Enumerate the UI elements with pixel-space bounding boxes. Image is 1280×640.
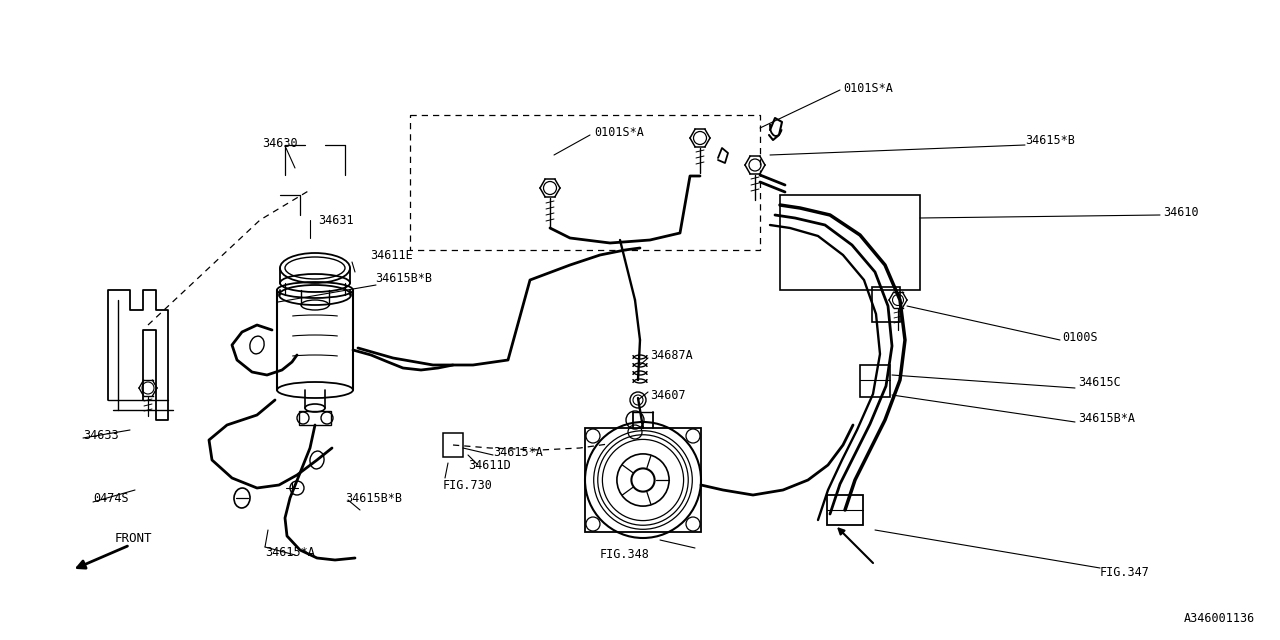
Text: 34633: 34633: [83, 429, 119, 442]
Text: FIG.730: FIG.730: [443, 479, 493, 492]
Text: 34615B*B: 34615B*B: [375, 271, 433, 285]
Text: FIG.348: FIG.348: [600, 548, 650, 561]
Text: 34615C: 34615C: [1078, 376, 1121, 388]
Text: 34615*A: 34615*A: [265, 547, 315, 559]
Text: 34630: 34630: [262, 136, 298, 150]
Text: FIG.347: FIG.347: [1100, 566, 1149, 579]
Bar: [827, 495, 863, 525]
Text: 34687A: 34687A: [650, 349, 692, 362]
Text: 34615*B: 34615*B: [1025, 134, 1075, 147]
Text: 0474S: 0474S: [93, 492, 128, 504]
Text: 0101S*A: 0101S*A: [594, 125, 644, 138]
Bar: [872, 287, 900, 322]
Text: 34615B*B: 34615B*B: [346, 492, 402, 504]
Bar: [300, 411, 332, 425]
Bar: [585, 428, 701, 532]
Text: A346001136: A346001136: [1184, 612, 1254, 625]
Text: 0100S: 0100S: [1062, 330, 1098, 344]
Bar: [860, 365, 890, 397]
Text: 0101S*A: 0101S*A: [844, 81, 893, 95]
Text: 34615*A: 34615*A: [493, 445, 543, 458]
Text: 34607: 34607: [650, 388, 686, 401]
Text: 34611D: 34611D: [468, 458, 511, 472]
Text: FRONT: FRONT: [115, 531, 152, 545]
Text: 34611E: 34611E: [370, 248, 412, 262]
Text: 34615B*A: 34615B*A: [1078, 412, 1135, 424]
Text: 34610: 34610: [1164, 205, 1198, 218]
Text: 34631: 34631: [317, 214, 353, 227]
Bar: [443, 433, 463, 457]
Bar: [780, 195, 920, 290]
